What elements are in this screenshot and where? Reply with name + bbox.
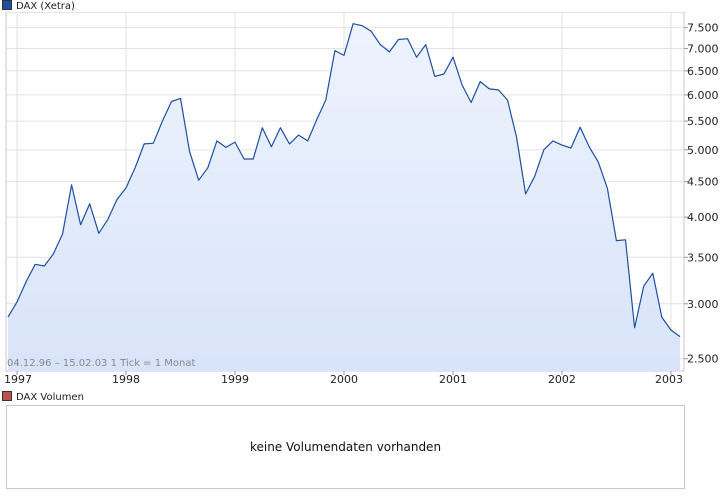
- y-tick-label: 6.500: [687, 65, 719, 78]
- price-legend-swatch: [2, 0, 12, 10]
- volume-panel: keine Volumendaten vorhanden: [6, 405, 685, 489]
- x-tick-label: 1999: [221, 373, 249, 386]
- x-tick-label: 2003: [655, 373, 683, 386]
- y-tick-label: 2.500: [687, 353, 719, 366]
- price-line: [7, 23, 681, 338]
- volume-legend-label: DAX Volumen: [16, 392, 84, 403]
- y-tick-label: 5.000: [687, 144, 719, 157]
- y-tick-label: 5.500: [687, 115, 719, 128]
- date-range-info: 04.12.96 – 15.02.03 1 Tick = 1 Monat: [7, 358, 195, 369]
- y-tick-label: 4.500: [687, 176, 719, 189]
- x-tick-label: 1998: [112, 373, 140, 386]
- price-area: [8, 23, 680, 371]
- y-tick-label: 7.000: [687, 42, 719, 55]
- y-tick-label: 3.500: [687, 251, 719, 264]
- price-legend-label: DAX (Xetra): [16, 1, 75, 12]
- x-tick-label: 2002: [548, 373, 576, 386]
- volume-legend: DAX Volumen: [2, 391, 84, 404]
- price-legend: DAX (Xetra): [2, 0, 75, 13]
- volume-empty-message: keine Volumendaten vorhanden: [249, 440, 442, 454]
- y-tick-label: 4.000: [687, 211, 719, 224]
- y-tick-label: 6.000: [687, 89, 719, 102]
- x-tick-label: 2000: [330, 373, 358, 386]
- x-tick-label: 1997: [4, 373, 32, 386]
- volume-legend-swatch: [2, 391, 12, 401]
- y-tick-label: 7.500: [687, 22, 719, 35]
- y-tick-label: 3.000: [687, 298, 719, 311]
- x-tick-label: 2001: [439, 373, 467, 386]
- price-chart: 2.500 3.000 3.500 4.000 4.500 5.000 5.500 6.000…: [4, 12, 719, 386]
